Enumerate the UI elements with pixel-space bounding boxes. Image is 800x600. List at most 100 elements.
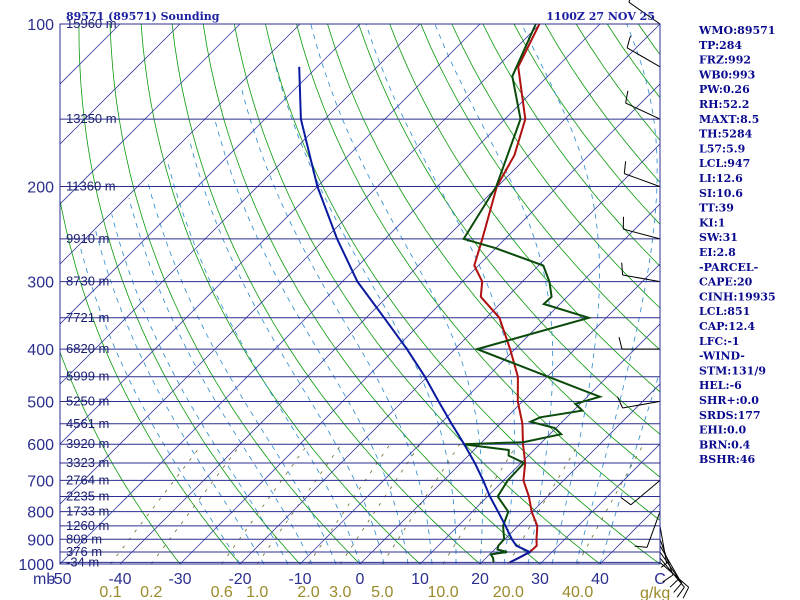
background-grid: [60, 24, 660, 564]
height-label: 3920 m: [66, 436, 109, 451]
wind-barb-feather: [618, 336, 623, 350]
index-entry: MAXT:8.5: [699, 113, 759, 126]
index-entry: -PARCEL-: [699, 261, 758, 274]
pressure-tick-label: 600: [27, 437, 54, 454]
wind-barb-feather: [626, 35, 631, 48]
isotherm-line: [179, 83, 660, 564]
wind-barb-staff: [623, 228, 661, 240]
wind-barb-staff: [622, 274, 661, 283]
index-entry: TT:39: [699, 202, 734, 215]
wind-barb-staff: [659, 545, 680, 579]
index-entry: SW:31: [699, 231, 738, 244]
height-label: 9910 m: [66, 231, 109, 246]
index-entry: LI:12.6: [699, 172, 743, 185]
wind-barb-feather: [634, 545, 648, 548]
wind-barb-staff: [646, 511, 661, 548]
mixing-ratio-tick-label: 1.0: [246, 584, 268, 600]
index-entry: TP:284: [699, 39, 742, 52]
height-label: 8730 m: [66, 274, 109, 289]
pressure-tick-label: 100: [27, 17, 54, 34]
moist-adiabat-line: [111, 214, 289, 564]
height-label: 6820 m: [66, 341, 109, 356]
isotherm-line: [60, 24, 481, 445]
isotherm-line: [119, 24, 660, 564]
pressure-tick-label: 1000: [18, 557, 54, 574]
wind-barb-feather: [662, 574, 674, 583]
isotherm-line: [60, 24, 181, 145]
index-entry: CAPE:20: [699, 276, 753, 289]
wind-barbs: [617, 0, 690, 599]
isotherm-line: [60, 24, 361, 325]
sounding-traces: [298, 24, 604, 564]
height-label: 13250 m: [66, 111, 117, 126]
sounding-trace: [462, 24, 604, 563]
pressure-tick-label: 800: [27, 505, 54, 522]
height-label: 808 m: [66, 531, 102, 546]
mixing-ratio-axis: 0.1 0.2 0.6 1.0 2.0 3.0 5.0 10.0 20.0 40.0: [99, 584, 593, 600]
height-label: 3323 m: [66, 455, 109, 470]
pressure-axis: 100 200 300 400 500 600 700 800 900 1000: [18, 17, 54, 574]
pressure-tick-label: 700: [27, 473, 54, 490]
wind-barb-feather: [625, 90, 629, 104]
index-entry: CINH:19935: [699, 290, 776, 303]
isotherm-line: [299, 203, 660, 564]
index-entry: SRDS:177: [699, 409, 761, 422]
index-entry: BRN:0.4: [699, 438, 751, 451]
index-entry: -WIND-: [699, 350, 745, 363]
wind-barb-staff: [659, 539, 674, 576]
wind-barb-feather: [673, 582, 683, 593]
isotherm-line: [60, 24, 241, 205]
isotherm-line: [419, 323, 660, 564]
wind-barb-staff: [659, 525, 668, 564]
isotherm-line: [60, 24, 301, 265]
index-entry: LCL:947: [699, 157, 750, 170]
wind-barb-staff: [626, 47, 661, 68]
pressure-tick-label: 400: [27, 342, 54, 359]
temperature-tick-label: 10: [411, 571, 429, 588]
mixing-ratio-tick-label: 0.1: [99, 584, 121, 600]
moist-adiabat-line: [94, 229, 265, 564]
index-entry: FRZ:992: [699, 54, 751, 67]
plot-frame: [59, 23, 661, 565]
moist-adiabat-line: [240, 85, 433, 564]
index-entry: CAP:12.4: [699, 320, 755, 333]
pressure-tick-label: 300: [27, 275, 54, 292]
mixing-ratio-tick-label: 5.0: [371, 584, 393, 600]
height-label: 1733 m: [66, 504, 109, 519]
index-entry: LFC:-1: [699, 335, 740, 348]
mixing-ratio-tick-label: 0.2: [140, 584, 162, 600]
wind-barb-feather: [623, 161, 627, 174]
temperature-axis: -50 -40 -30 -20 -10 0 10 20 30 40 C: [48, 571, 665, 588]
index-entry: PW:0.26: [699, 83, 750, 96]
wind-barb-staff: [625, 102, 661, 120]
height-label: 2235 m: [66, 489, 109, 504]
wind-barb-feather: [660, 562, 667, 568]
height-label: 2764 m: [66, 472, 109, 487]
index-entry: TH:5284: [699, 128, 753, 141]
index-entry: WMO:89571: [698, 24, 775, 37]
wind-barb-staff: [624, 173, 661, 188]
temperature-tick-label: 40: [591, 571, 609, 588]
isotherm-line: [479, 383, 660, 564]
height-label: 4561 m: [66, 416, 109, 431]
mixing-ratio-line: [150, 443, 242, 564]
index-entry: RH:52.2: [699, 98, 749, 111]
wind-barb-feather: [620, 497, 632, 506]
wind-barb-feather: [617, 396, 624, 409]
isotherm-line: [239, 143, 660, 564]
mixing-ratio-line: [110, 443, 203, 564]
wind-barb-feather: [676, 586, 685, 598]
pressure-tick-label: 900: [27, 532, 54, 549]
temperature-tick-label: 30: [531, 571, 549, 588]
height-label: 5999 m: [66, 369, 109, 384]
height-label: 1260 m: [66, 518, 109, 533]
wind-barb-feather: [669, 578, 680, 588]
moist-adiabat-line: [214, 118, 409, 564]
mixing-ratio-tick-label: 20.0: [493, 584, 524, 600]
mixing-ratio-tick-label: 10.0: [428, 584, 459, 600]
index-entry: SHR+:0.0: [699, 394, 759, 407]
height-label: 376 m: [66, 544, 102, 559]
temperature-tick-label: -40: [108, 571, 131, 588]
